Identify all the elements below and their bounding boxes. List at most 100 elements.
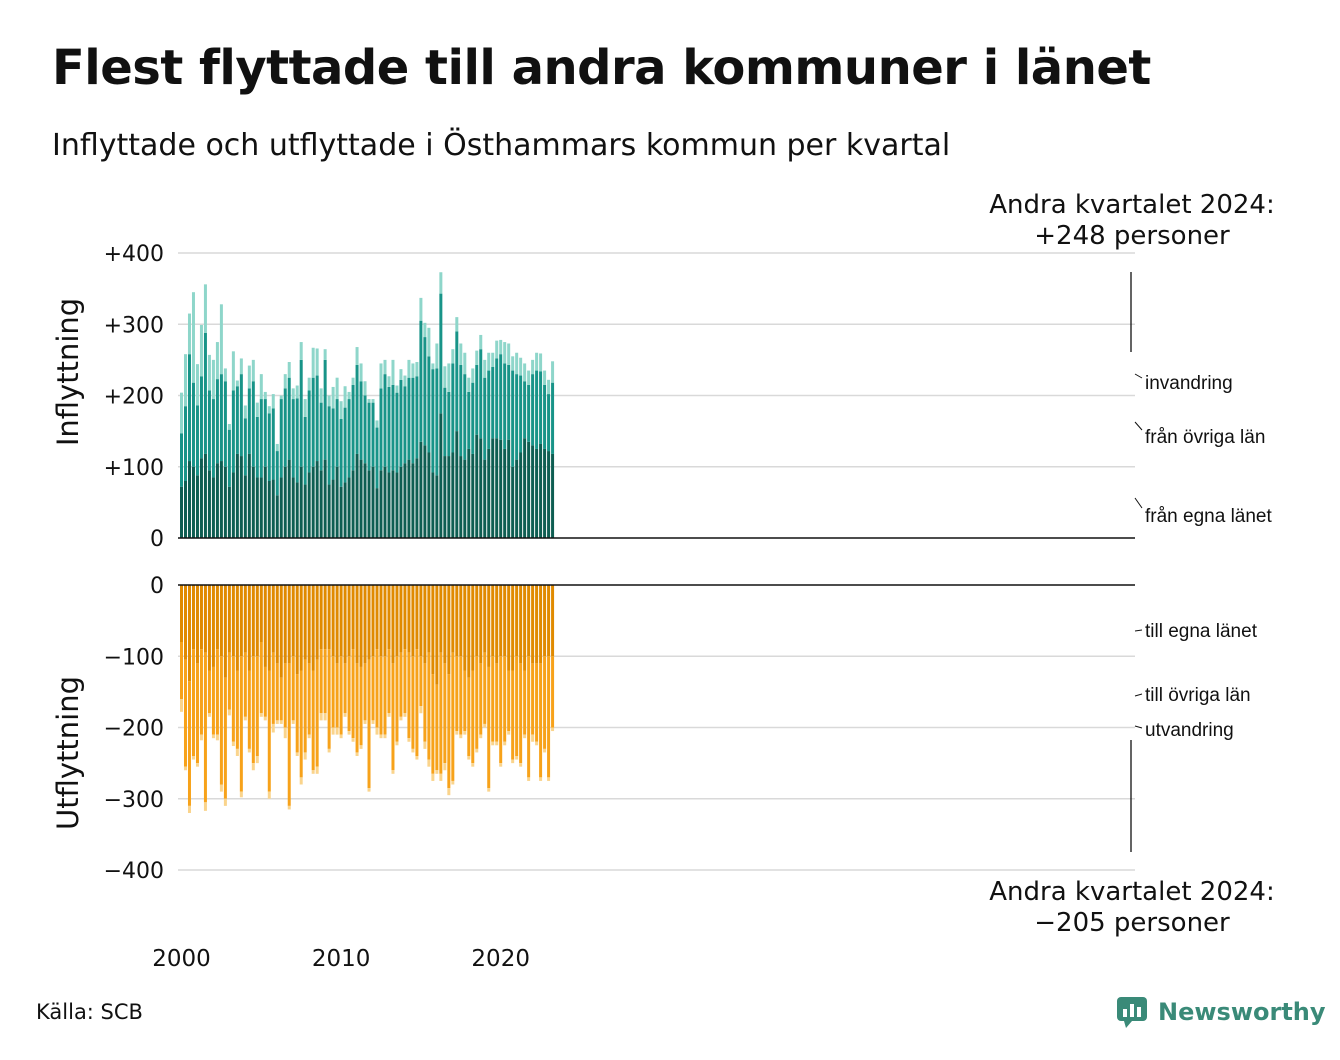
bar-inflow-invandring xyxy=(343,386,347,408)
bar-outflow-ovriga xyxy=(180,642,183,699)
labels: Inflyttning Utflyttning Andra kvartalet … xyxy=(51,190,1275,938)
bar-inflow-invandring xyxy=(447,363,451,392)
bar-inflow-invandring xyxy=(339,401,343,420)
bar-outflow-utvandring xyxy=(379,734,383,739)
bar-outflow-ovriga xyxy=(363,663,367,721)
bar-inflow-egna xyxy=(263,466,267,538)
bar-outflow-egna xyxy=(499,585,503,657)
bar-outflow-egna xyxy=(487,585,491,667)
bar-outflow-egna xyxy=(335,585,339,664)
bar-outflow-egna xyxy=(463,585,467,671)
bar-inflow-ovriga xyxy=(291,399,295,478)
bar-outflow-ovriga xyxy=(447,674,451,789)
bar-outflow-egna xyxy=(451,585,455,653)
bar-outflow-ovriga xyxy=(283,663,287,728)
bar-outflow-utvandring xyxy=(447,788,451,796)
bar-outflow-ovriga xyxy=(199,649,203,735)
bar-outflow-ovriga xyxy=(507,670,511,732)
bar-outflow-ovriga xyxy=(543,656,547,749)
bar-outflow-egna xyxy=(191,585,195,650)
bar-inflow-ovriga xyxy=(287,377,291,460)
bar-inflow-invandring xyxy=(439,272,443,294)
bar-inflow-invandring xyxy=(195,364,199,406)
bar-inflow-invandring xyxy=(491,352,495,367)
annotation-bottom-line2: −205 personer xyxy=(1034,908,1230,938)
bar-outflow-egna xyxy=(363,585,367,664)
bar-outflow-utvandring xyxy=(479,734,483,739)
annotation-top-line1: Andra kvartalet 2024: xyxy=(989,190,1274,220)
bar-outflow-egna xyxy=(199,585,203,650)
bar-inflow-invandring xyxy=(531,359,535,375)
legend-invandring: invandring xyxy=(1145,373,1233,394)
bar-inflow-invandring xyxy=(487,352,491,371)
x-tick-label: 2020 xyxy=(471,946,530,972)
bar-outflow-utvandring xyxy=(403,713,407,717)
bar-inflow-invandring xyxy=(307,377,311,391)
bar-inflow-invandring xyxy=(331,386,335,409)
bar-inflow-ovriga xyxy=(427,356,431,453)
bar-inflow-invandring xyxy=(319,388,323,403)
bar-inflow-egna xyxy=(287,459,291,538)
bar-outflow-egna xyxy=(275,585,279,664)
bar-outflow-utvandring xyxy=(347,731,351,735)
bar-inflow-invandring xyxy=(503,342,507,364)
bar-outflow-utvandring xyxy=(423,741,427,749)
bar-outflow-ovriga xyxy=(503,656,507,742)
bar-inflow-ovriga xyxy=(295,398,299,483)
bar-outflow-ovriga xyxy=(207,670,211,714)
bar-inflow-egna xyxy=(327,484,331,538)
bar-inflow-egna xyxy=(467,448,471,538)
bar-outflow-ovriga xyxy=(411,656,415,749)
bar-inflow-ovriga xyxy=(239,374,243,457)
bar-outflow-egna xyxy=(243,585,247,653)
bar-outflow-ovriga xyxy=(399,652,403,717)
bar-inflow-ovriga xyxy=(263,399,267,467)
bar-inflow-invandring xyxy=(363,381,367,396)
bar-inflow-egna xyxy=(551,453,555,538)
bar-inflow-egna xyxy=(447,456,451,538)
bar-inflow-ovriga xyxy=(335,399,339,467)
bar-outflow-utvandring xyxy=(451,780,455,785)
bar-outflow-ovriga xyxy=(511,670,515,760)
bar-inflow-invandring xyxy=(403,375,407,387)
bar-inflow-invandring xyxy=(263,391,267,400)
bar-outflow-utvandring xyxy=(359,745,363,749)
bar-outflow-utvandring xyxy=(419,706,423,714)
legend-fran-egna-lanet: från egna länet xyxy=(1145,506,1272,527)
bar-outflow-ovriga xyxy=(515,656,519,756)
bar-outflow-egna xyxy=(367,585,371,660)
bar-outflow-egna xyxy=(343,585,347,664)
bar-outflow-egna xyxy=(383,585,387,657)
bar-outflow-egna xyxy=(447,585,451,675)
bar-outflow-egna xyxy=(507,585,511,671)
bar-outflow-ovriga xyxy=(259,642,263,714)
bar-inflow-invandring xyxy=(299,342,303,360)
bar-outflow-ovriga xyxy=(535,663,539,742)
bar-outflow-utvandring xyxy=(523,734,527,739)
bar-inflow-egna xyxy=(347,477,351,538)
bar-inflow-egna xyxy=(255,477,259,538)
bar-outflow-utvandring xyxy=(223,798,227,806)
bar-inflow-invandring xyxy=(495,340,499,359)
bar-inflow-invandring xyxy=(471,368,475,383)
bar-outflow-egna xyxy=(255,585,259,657)
bar-outflow-utvandring xyxy=(371,720,375,724)
bar-inflow-egna xyxy=(535,448,539,538)
bar-inflow-invandring xyxy=(231,351,235,391)
bar-inflow-egna xyxy=(243,475,247,538)
bar-outflow-ovriga xyxy=(311,670,315,771)
legend-utvandring: utvandring xyxy=(1145,720,1234,741)
bar-outflow-egna xyxy=(423,585,427,664)
bar-outflow-ovriga xyxy=(323,649,327,714)
bar-inflow-invandring xyxy=(527,370,531,385)
bar-inflow-egna xyxy=(215,463,219,538)
bar-outflow-utvandring xyxy=(331,727,335,735)
bar-outflow-utvandring xyxy=(263,716,267,721)
bar-outflow-egna xyxy=(231,585,235,657)
bar-inflow-ovriga xyxy=(347,399,351,478)
bar-inflow-invandring xyxy=(359,363,363,382)
bar-inflow-egna xyxy=(395,472,399,538)
bar-outflow-utvandring xyxy=(427,759,431,767)
bar-inflow-egna xyxy=(367,470,371,538)
bar-outflow-utvandring xyxy=(339,734,343,739)
